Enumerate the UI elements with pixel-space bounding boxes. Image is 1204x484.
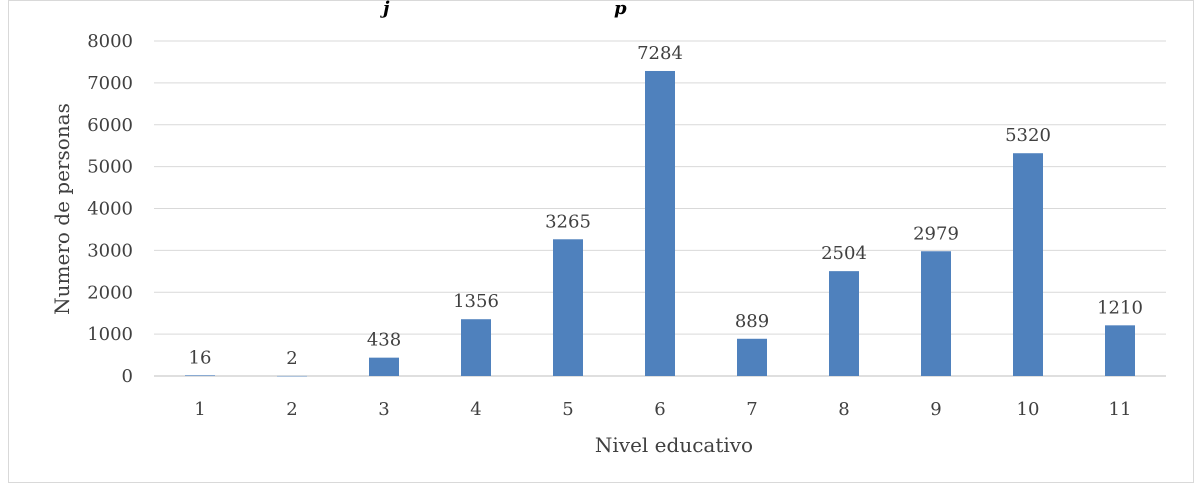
y-tick-label: 1000 xyxy=(87,324,133,345)
bar xyxy=(645,70,675,377)
data-label: 2979 xyxy=(913,223,959,244)
y-tick-label: 7000 xyxy=(87,73,133,94)
bars xyxy=(185,70,1135,377)
x-axis-ticks: 1 2 3 4 5 6 7 8 9 10 11 xyxy=(194,399,1131,420)
caption-fragment-right: p xyxy=(614,0,627,19)
data-label: 889 xyxy=(735,311,769,332)
x-tick-label: 7 xyxy=(746,399,757,420)
data-label: 438 xyxy=(367,330,401,351)
bar xyxy=(1105,325,1135,376)
data-label: 1356 xyxy=(453,291,499,312)
x-tick-label: 1 xyxy=(194,399,205,420)
data-label: 1210 xyxy=(1097,297,1143,318)
bar xyxy=(921,251,951,376)
bar xyxy=(1013,153,1043,376)
data-label: 7284 xyxy=(637,43,683,64)
bar xyxy=(185,375,215,376)
data-label: 16 xyxy=(189,347,212,368)
data-label: 2 xyxy=(286,348,297,369)
x-tick-label: 6 xyxy=(654,399,665,420)
y-tick-label: 4000 xyxy=(87,199,133,220)
caption-fragment-left: j xyxy=(380,0,390,19)
x-axis-title: Nivel educativo xyxy=(595,433,753,457)
x-tick-label: 9 xyxy=(930,399,941,420)
bar xyxy=(829,271,859,376)
data-label: 2504 xyxy=(821,243,867,264)
data-label: 3265 xyxy=(545,211,591,232)
y-tick-label: 2000 xyxy=(87,282,133,303)
bar xyxy=(461,319,491,376)
x-tick-label: 8 xyxy=(838,399,849,420)
y-tick-label: 8000 xyxy=(87,31,133,52)
chart-frame xyxy=(8,0,1194,483)
x-tick-label: 3 xyxy=(378,399,389,420)
x-tick-label: 5 xyxy=(562,399,573,420)
data-label: 5320 xyxy=(1005,125,1051,146)
bar xyxy=(737,338,767,376)
y-tick-label: 6000 xyxy=(87,115,133,136)
bar xyxy=(369,357,399,376)
x-tick-label: 4 xyxy=(470,399,481,420)
bar xyxy=(553,239,583,376)
x-tick-label: 10 xyxy=(1017,399,1040,420)
x-tick-label: 11 xyxy=(1109,399,1132,420)
y-tick-label: 5000 xyxy=(87,157,133,178)
x-tick-label: 2 xyxy=(286,399,297,420)
y-axis-ticks: 0 1000 2000 3000 4000 5000 6000 7000 8000 xyxy=(87,31,133,387)
y-tick-label: 3000 xyxy=(87,240,133,261)
y-tick-label: 0 xyxy=(122,366,133,387)
bar xyxy=(277,375,307,377)
data-labels: 16 2 438 1356 3265 7284 889 2504 2979 5320 1210 xyxy=(189,43,1143,369)
y-axis-title: Numero de personas xyxy=(50,103,74,315)
